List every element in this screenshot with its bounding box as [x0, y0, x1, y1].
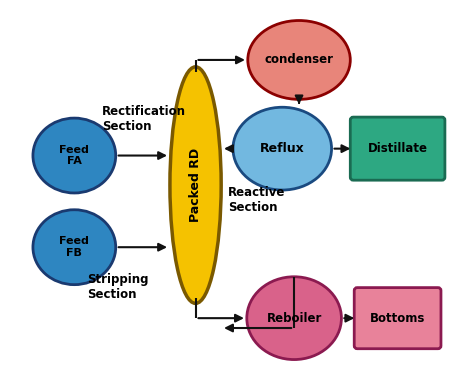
Text: Feed
FB: Feed FB — [59, 236, 89, 258]
Ellipse shape — [247, 277, 341, 360]
Text: Reactive
Section: Reactive Section — [228, 186, 285, 214]
FancyBboxPatch shape — [350, 117, 445, 180]
Ellipse shape — [248, 20, 350, 99]
Text: Reflux: Reflux — [260, 142, 304, 155]
Ellipse shape — [233, 107, 332, 190]
Text: Packed RD: Packed RD — [189, 148, 202, 222]
FancyBboxPatch shape — [354, 288, 441, 349]
Text: Distillate: Distillate — [368, 142, 428, 155]
Text: Bottoms: Bottoms — [370, 312, 425, 325]
Text: condenser: condenser — [264, 54, 333, 67]
Text: Feed
FA: Feed FA — [59, 145, 89, 166]
Ellipse shape — [33, 118, 116, 193]
Text: Rectification
Section: Rectification Section — [102, 105, 186, 133]
Text: Reboiler: Reboiler — [267, 312, 322, 325]
Ellipse shape — [170, 67, 221, 303]
Text: Stripping
Section: Stripping Section — [87, 273, 149, 301]
Ellipse shape — [33, 210, 116, 285]
